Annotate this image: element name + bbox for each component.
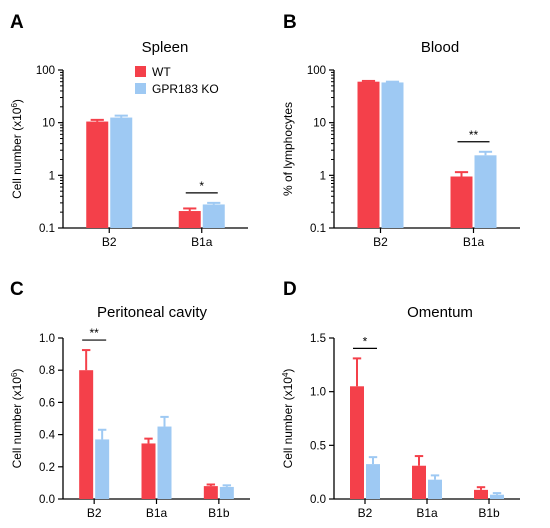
panel-title: Blood bbox=[421, 39, 459, 56]
panel-title: Peritoneal cavity bbox=[97, 304, 208, 321]
bar-ko bbox=[202, 204, 225, 228]
significance-label: * bbox=[199, 179, 204, 193]
panel-title: Omentum bbox=[407, 304, 473, 321]
panel-letter: C bbox=[10, 279, 24, 300]
y-axis-label: Cell number (x104) bbox=[281, 369, 296, 469]
bar-wt bbox=[203, 486, 218, 499]
bar-wt bbox=[474, 489, 488, 499]
x-tick-label: B1b bbox=[478, 506, 500, 520]
y-axis-label: % of lymphocytes bbox=[281, 102, 295, 196]
panel-letter: A bbox=[10, 12, 24, 33]
legend-swatch bbox=[135, 66, 146, 77]
bar-wt bbox=[86, 121, 109, 228]
x-tick-label: B2 bbox=[373, 235, 388, 249]
legend-label: GPR183 KO bbox=[152, 82, 219, 96]
legend: WT GPR183 KO bbox=[135, 65, 219, 96]
bar-ko bbox=[95, 439, 110, 499]
x-tick-label: B2 bbox=[87, 506, 102, 520]
y-tick-label: 1 bbox=[49, 170, 55, 182]
y-tick-label: 0.4 bbox=[39, 430, 56, 442]
bar-ko bbox=[474, 155, 497, 228]
x-tick-label: B1a bbox=[463, 235, 485, 249]
bar-ko bbox=[366, 464, 380, 499]
y-tick-label: 0.2 bbox=[39, 462, 55, 474]
bar-wt bbox=[412, 465, 426, 499]
x-tick-label: B1b bbox=[208, 506, 230, 520]
y-tick-label: 1 bbox=[320, 170, 326, 182]
y-tick-label: 0.6 bbox=[39, 397, 55, 409]
bar-ko bbox=[428, 479, 442, 499]
significance-label: * bbox=[363, 334, 368, 348]
y-tick-label: 0.0 bbox=[310, 494, 326, 506]
significance-label: ** bbox=[469, 128, 479, 142]
bar-ko bbox=[219, 486, 234, 499]
panel-c: C Peritoneal cavity Cell number (x106) 0.0 0… bbox=[10, 279, 250, 520]
bar-ko bbox=[381, 82, 404, 228]
y-tick-label: 0.0 bbox=[39, 494, 55, 506]
x-tick-label: B2 bbox=[358, 506, 373, 520]
y-tick-label: 0.1 bbox=[39, 223, 55, 235]
bar-wt bbox=[141, 443, 156, 499]
y-tick-label: 1.0 bbox=[310, 387, 326, 399]
bar-wt bbox=[450, 176, 473, 228]
bar-ko bbox=[157, 426, 172, 499]
legend-swatch bbox=[135, 83, 146, 94]
bar-wt bbox=[79, 370, 94, 499]
panel-letter: D bbox=[283, 279, 297, 300]
y-tick-label: 0.1 bbox=[310, 223, 326, 235]
y-tick-label: 100 bbox=[307, 65, 326, 77]
legend-label: WT bbox=[152, 65, 171, 79]
x-tick-label: B1a bbox=[416, 506, 438, 520]
bar-wt bbox=[178, 211, 201, 228]
panel-title: Spleen bbox=[142, 39, 189, 56]
y-axis-label: Cell number (x106) bbox=[10, 99, 25, 199]
x-tick-label: B1a bbox=[191, 235, 213, 249]
bar-ko bbox=[490, 494, 504, 499]
bar-wt bbox=[350, 386, 364, 499]
panel-b: B Blood % of lymphocytes 0.1 1 10 100 B2 B1a ** bbox=[281, 12, 520, 249]
bar-ko bbox=[110, 117, 133, 228]
significance-label: ** bbox=[89, 326, 99, 340]
y-tick-label: 0.5 bbox=[310, 440, 326, 452]
x-tick-label: B1a bbox=[146, 506, 168, 520]
y-tick-label: 10 bbox=[42, 118, 55, 130]
y-tick-label: 0.8 bbox=[39, 365, 55, 377]
bar-wt bbox=[357, 81, 380, 228]
panel-letter: B bbox=[283, 12, 297, 33]
y-tick-label: 100 bbox=[36, 65, 55, 77]
y-axis-label: Cell number (x106) bbox=[10, 369, 25, 469]
panel-a: A Spleen Cell number (x106) 0.1 1 10 100 B2 B1a * bbox=[10, 12, 248, 249]
y-tick-label: 10 bbox=[313, 118, 326, 130]
y-tick-label: 1.5 bbox=[310, 333, 326, 345]
x-tick-label: B2 bbox=[102, 235, 117, 249]
panel-d: D Omentum Cell number (x104) 0.0 0.5 1.0 1.5 B2… bbox=[281, 279, 520, 520]
y-tick-label: 1.0 bbox=[39, 333, 55, 345]
